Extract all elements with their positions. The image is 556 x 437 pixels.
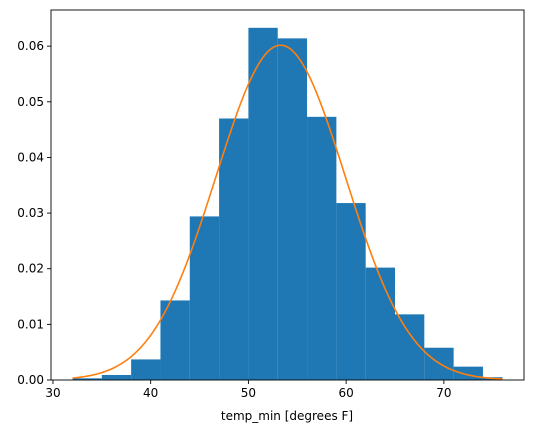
histogram-bar-2 bbox=[131, 359, 161, 380]
y-tick-label-0: 0.00 bbox=[17, 373, 44, 387]
normal-fit-curve bbox=[72, 44, 503, 380]
histogram-bar-7 bbox=[277, 38, 308, 380]
histogram-bar-5 bbox=[219, 118, 249, 380]
axes bbox=[50, 9, 525, 381]
histogram-bar-8 bbox=[307, 116, 337, 380]
y-tick-label-4: 0.04 bbox=[17, 150, 44, 164]
histogram-bars bbox=[72, 27, 503, 381]
plot-frame bbox=[50, 9, 525, 381]
y-tick-label-1: 0.01 bbox=[17, 317, 44, 331]
histogram-bar-6 bbox=[248, 27, 278, 381]
tick-marks: 30 40 50 60 70 0.00 0.01 0.02 0.03 0.04 0.05 0.06 bbox=[17, 39, 451, 400]
y-tick-label-3: 0.03 bbox=[17, 206, 44, 220]
y-tick-label-2: 0.02 bbox=[17, 262, 44, 276]
x-axis-label: temp_min [degrees F] bbox=[221, 409, 353, 423]
histogram-bar-0 bbox=[72, 378, 102, 380]
x-tick-label-2: 50 bbox=[241, 386, 256, 400]
histogram-bar-9 bbox=[336, 203, 366, 380]
histogram-bar-13 bbox=[453, 366, 483, 380]
y-tick-label-6: 0.06 bbox=[17, 39, 44, 53]
distribution-curve-layer bbox=[72, 44, 503, 380]
x-tick-label-3: 60 bbox=[338, 386, 353, 400]
y-tick-label-5: 0.05 bbox=[17, 95, 44, 109]
histogram-bar-10 bbox=[365, 267, 395, 380]
x-tick-label-0: 30 bbox=[45, 386, 60, 400]
histogram-bar-4 bbox=[189, 216, 220, 380]
x-tick-label-4: 70 bbox=[436, 386, 451, 400]
x-tick-label-1: 40 bbox=[143, 386, 158, 400]
histogram-bar-3 bbox=[160, 300, 190, 380]
histogram-bar-1 bbox=[101, 374, 132, 380]
